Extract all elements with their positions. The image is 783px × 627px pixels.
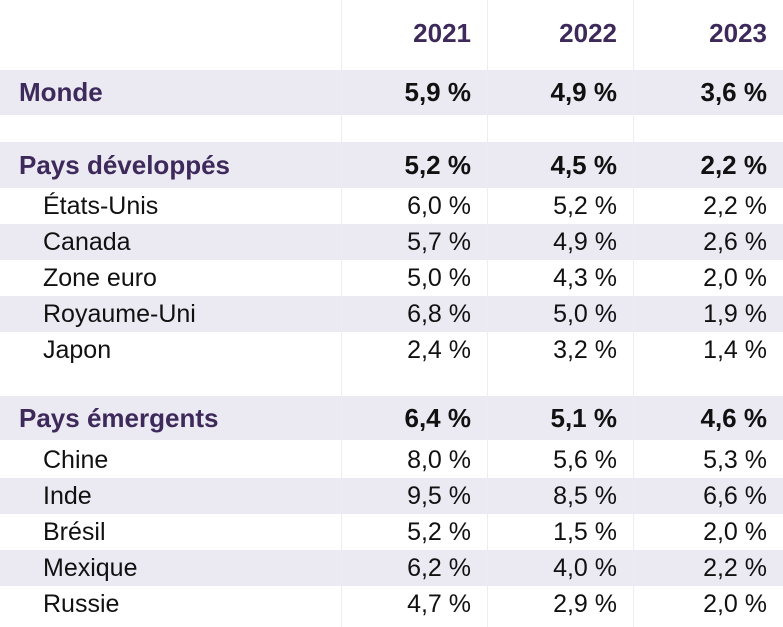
country-value: 2,6 % [634, 224, 783, 260]
column-header-year: 2022 [488, 0, 633, 66]
country-value: 6,6 % [634, 478, 783, 514]
country-value: 2,2 % [634, 550, 783, 586]
group-value: 5,2 % [342, 142, 487, 188]
country-label: Mexique [0, 550, 341, 586]
country-value: 4,9 % [488, 224, 633, 260]
table-row: Chine 8,0 % 5,6 % 5,3 % [0, 442, 783, 478]
country-value: 4,0 % [488, 550, 633, 586]
country-value: 2,9 % [488, 586, 633, 622]
country-value: 1,5 % [488, 514, 633, 550]
country-value: 2,0 % [634, 260, 783, 296]
table-row: Royaume-Uni 6,8 % 5,0 % 1,9 % [0, 296, 783, 332]
group-row-pays-emergents: Pays émergents 6,4 % 5,1 % 4,6 % [0, 396, 783, 440]
header-empty-cell [0, 0, 341, 66]
country-value: 2,0 % [634, 514, 783, 550]
group-value: 4,9 % [488, 70, 633, 115]
country-value: 1,9 % [634, 296, 783, 332]
country-label: Russie [0, 586, 341, 622]
group-value: 3,6 % [634, 70, 783, 115]
country-value: 6,2 % [342, 550, 487, 586]
group-row-pays-developpes: Pays développés 5,2 % 4,5 % 2,2 % [0, 142, 783, 188]
table-row: États-Unis 6,0 % 5,2 % 2,2 % [0, 188, 783, 224]
country-value: 2,4 % [342, 332, 487, 368]
country-value: 6,8 % [342, 296, 487, 332]
country-value: 5,2 % [488, 188, 633, 224]
country-value: 5,0 % [342, 260, 487, 296]
group-value: 5,9 % [342, 70, 487, 115]
country-value: 4,7 % [342, 586, 487, 622]
country-label: Brésil [0, 514, 341, 550]
table-row: Russie 4,7 % 2,9 % 2,0 % [0, 586, 783, 622]
column-header-year: 2021 [342, 0, 487, 66]
group-value: 2,2 % [634, 142, 783, 188]
column-separator [487, 0, 488, 627]
country-value: 9,5 % [342, 478, 487, 514]
group-value: 5,1 % [488, 396, 633, 440]
country-value: 8,5 % [488, 478, 633, 514]
country-value: 1,4 % [634, 332, 783, 368]
column-separator [633, 0, 634, 627]
group-label: Monde [0, 70, 341, 115]
group-label: Pays développés [0, 142, 341, 188]
table-row: Mexique 6,2 % 4,0 % 2,2 % [0, 550, 783, 586]
country-value: 5,7 % [342, 224, 487, 260]
country-label: Chine [0, 442, 341, 478]
country-label: Inde [0, 478, 341, 514]
column-separator [341, 0, 342, 627]
table-row: Inde 9,5 % 8,5 % 6,6 % [0, 478, 783, 514]
country-value: 6,0 % [342, 188, 487, 224]
table-row: Zone euro 5,0 % 4,3 % 2,0 % [0, 260, 783, 296]
group-row-monde: Monde 5,9 % 4,9 % 3,6 % [0, 70, 783, 115]
country-label: Canada [0, 224, 341, 260]
column-header-year: 2023 [634, 0, 783, 66]
country-value: 5,6 % [488, 442, 633, 478]
country-label: États-Unis [0, 188, 341, 224]
country-value: 4,3 % [488, 260, 633, 296]
table-header-row: 2021 2022 2023 [0, 0, 783, 66]
country-value: 2,0 % [634, 586, 783, 622]
group-value: 4,5 % [488, 142, 633, 188]
table-row: Canada 5,7 % 4,9 % 2,6 % [0, 224, 783, 260]
table-row: Brésil 5,2 % 1,5 % 2,0 % [0, 514, 783, 550]
country-value: 8,0 % [342, 442, 487, 478]
group-label: Pays émergents [0, 396, 341, 440]
country-value: 5,2 % [342, 514, 487, 550]
country-label: Japon [0, 332, 341, 368]
country-value: 3,2 % [488, 332, 633, 368]
country-value: 2,2 % [634, 188, 783, 224]
country-value: 5,0 % [488, 296, 633, 332]
table-row: Japon 2,4 % 3,2 % 1,4 % [0, 332, 783, 368]
country-label: Zone euro [0, 260, 341, 296]
country-label: Royaume-Uni [0, 296, 341, 332]
group-value: 6,4 % [342, 396, 487, 440]
group-value: 4,6 % [634, 396, 783, 440]
country-value: 5,3 % [634, 442, 783, 478]
